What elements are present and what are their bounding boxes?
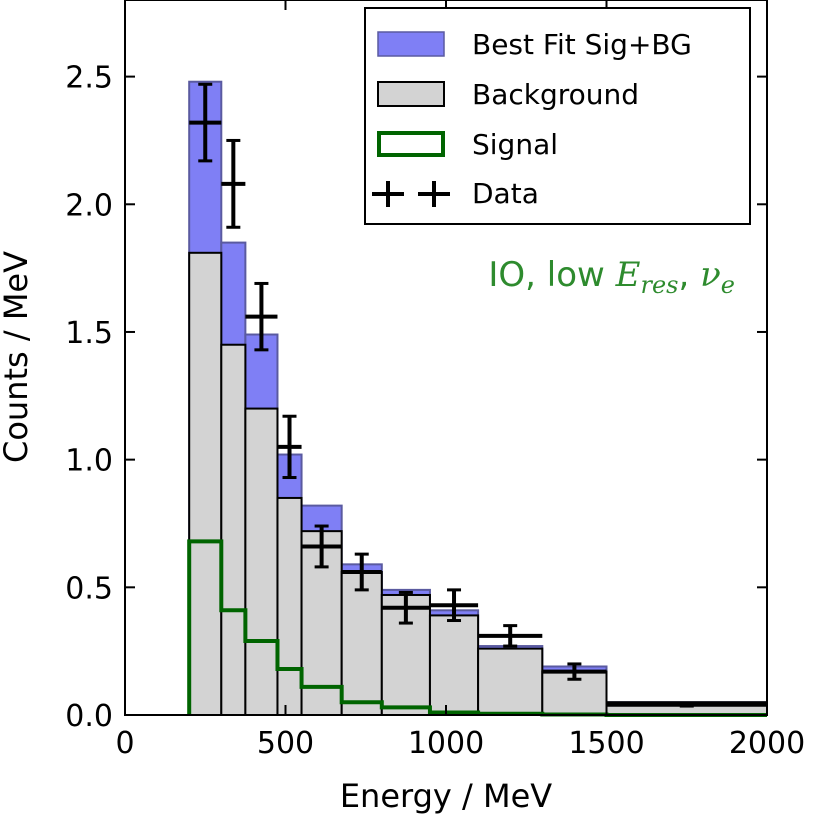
signal-step-line <box>187 539 767 717</box>
x-tick-label: 0 <box>115 726 134 761</box>
data-point <box>478 624 543 648</box>
legend: Best Fit Sig+BG Background Signal Data <box>364 7 751 225</box>
x-tick-label: 2000 <box>729 726 805 761</box>
legend-label-best-fit: Best Fit Sig+BG <box>472 28 692 61</box>
legend-label-data: Data <box>472 177 539 210</box>
data-point <box>542 662 607 681</box>
y-tick-label: 1.0 <box>65 444 113 479</box>
data-point <box>277 414 302 480</box>
data-point <box>221 138 246 229</box>
annotation-neutrino-subscript: e <box>721 271 735 299</box>
background-bars <box>188 251 768 717</box>
data-point <box>341 552 382 592</box>
y-tick-label: 2.5 <box>65 61 113 96</box>
y-tick-label: 2.0 <box>65 188 113 223</box>
background-bar <box>244 407 279 716</box>
legend-label-signal: Signal <box>472 128 558 161</box>
annotation-neutrino-symbol: ν <box>700 255 721 295</box>
x-tick-label: 1500 <box>568 726 644 761</box>
background-bar <box>477 647 544 716</box>
annotation-label: IO, low Eres, νe <box>488 255 735 299</box>
background-bar <box>340 571 383 716</box>
background-bar <box>276 496 303 717</box>
data-point <box>189 82 222 163</box>
annotation-prefix: IO, low <box>488 255 615 295</box>
legend-swatch-best-fit <box>377 31 445 57</box>
annotation-energy-symbol: E <box>615 255 641 295</box>
legend-swatch-signal <box>377 131 445 157</box>
y-tick-label: 1.5 <box>65 316 113 351</box>
data-point <box>245 281 278 352</box>
data-point <box>606 702 767 708</box>
x-tick-label: 1000 <box>408 726 484 761</box>
y-tick-label: 0.5 <box>65 571 113 606</box>
x-tick-label: 500 <box>257 726 314 761</box>
legend-label-background: Background <box>472 78 639 111</box>
data-points <box>189 82 767 708</box>
annotation-separator: , <box>679 255 701 295</box>
signal-step <box>187 539 767 717</box>
y-axis-label: Counts / MeV <box>0 251 35 463</box>
y-tick-label: 0.0 <box>65 699 113 734</box>
data-point <box>429 588 479 623</box>
data-point <box>381 590 430 625</box>
legend-swatch-background <box>377 81 445 107</box>
annotation-energy-subscript: res <box>641 271 679 299</box>
data-point <box>301 524 342 569</box>
x-axis-label: Energy / MeV <box>340 777 552 815</box>
legend-swatch-data <box>372 181 450 207</box>
background-bar <box>220 343 247 716</box>
background-bar <box>428 614 480 716</box>
axis-ticks: 0 500 1000 1500 2000 0.0 0.5 1.0 1.5 2.0 2.5 <box>65 0 805 761</box>
background-bar <box>188 251 223 717</box>
